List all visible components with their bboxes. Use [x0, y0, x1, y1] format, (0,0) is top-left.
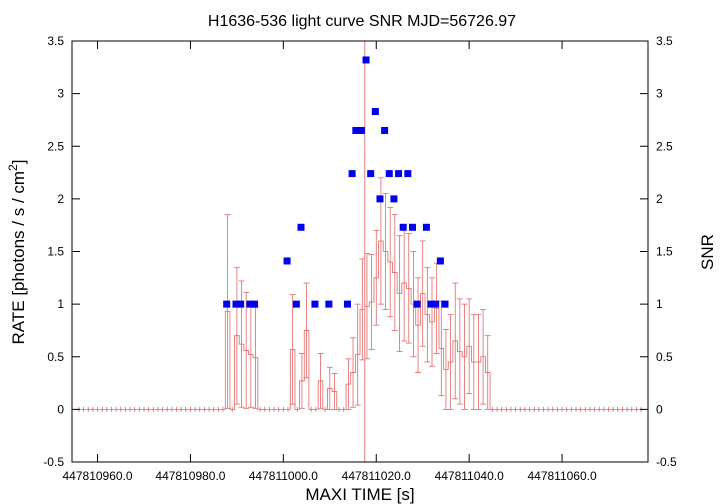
rate-point — [419, 240, 426, 347]
rate-point — [461, 303, 468, 410]
rate-point — [345, 358, 352, 410]
y-tick-label-right: 2.5 — [656, 139, 673, 153]
rate-point — [391, 214, 398, 331]
rate-point — [368, 254, 375, 350]
y-axis-label-left-main: RATE [photons / s / cm — [9, 171, 28, 345]
y-tick-label-right: 1 — [656, 297, 663, 311]
snr-point — [395, 170, 403, 178]
snr-point — [408, 223, 416, 231]
snr-point — [348, 170, 356, 178]
y-tick-label-right: 3 — [656, 87, 663, 101]
snr-point — [381, 126, 389, 134]
y-tick-label-left: 3 — [57, 87, 64, 101]
rate-point — [429, 277, 435, 367]
x-tick-label: 447811040.0 — [435, 469, 505, 483]
rate-point — [415, 277, 422, 373]
snr-point — [362, 56, 370, 64]
rate-point — [387, 206, 394, 318]
rate-point — [480, 308, 487, 405]
snr-point — [427, 300, 435, 308]
rate-point — [396, 235, 403, 352]
rate-point — [303, 282, 310, 379]
rate-point — [382, 193, 389, 310]
x-tick-label: 447810980.0 — [155, 469, 225, 483]
rate-point — [410, 251, 417, 358]
y-axis-label-left-superscript: 2 — [6, 164, 20, 171]
y-tick-label-left: 3.5 — [47, 34, 64, 48]
x-tick-label: 447811000.0 — [249, 469, 319, 483]
snr-point — [390, 195, 398, 203]
x-axis-label: MAXI TIME [s] — [305, 485, 414, 504]
rate-point — [233, 266, 240, 405]
rate-point — [475, 314, 482, 410]
rate-point — [452, 282, 459, 400]
snr-point — [325, 300, 333, 308]
snr-point — [292, 300, 300, 308]
y-tick-label-right: 0.5 — [656, 350, 673, 364]
rate-step-line — [76, 240, 644, 410]
rate-point — [354, 303, 361, 406]
rate-point — [405, 233, 412, 344]
rate-point — [331, 373, 338, 410]
snr-point — [357, 126, 365, 134]
y-tick-label-left: 2.5 — [47, 139, 64, 153]
chart-title: H1636-536 light curve SNR MJD=56726.97 — [208, 13, 516, 30]
x-tick-label: 447810960.0 — [63, 469, 133, 483]
rate-point — [243, 292, 250, 409]
snr-point — [343, 300, 351, 308]
y-tick-label-left: 2 — [57, 192, 64, 206]
y-tick-label-left: 0 — [57, 402, 64, 416]
snr-point — [422, 223, 430, 231]
y-tick-label-left: 1 — [57, 297, 64, 311]
snr-point — [399, 223, 407, 231]
snr-point — [246, 300, 254, 308]
x-tick-label: 447811020.0 — [342, 469, 412, 483]
snr-point — [232, 300, 240, 308]
snr-point — [367, 170, 375, 178]
y-tick-label-right: 3.5 — [656, 34, 673, 48]
snr-point — [432, 300, 440, 308]
snr-point — [385, 170, 393, 178]
plot-frame — [71, 40, 649, 463]
snr-point — [404, 170, 412, 178]
snr-point — [311, 300, 319, 308]
plot-layer — [76, 41, 644, 462]
y-tick-label-right: 1.5 — [656, 245, 673, 259]
snr-point — [297, 223, 305, 231]
y-axis-label-left-end: ] — [9, 160, 28, 165]
rate-point — [466, 298, 473, 394]
snr-point — [441, 300, 449, 308]
rate-point — [317, 353, 324, 409]
rate-point — [224, 214, 231, 409]
y-tick-label-right: 2 — [656, 192, 663, 206]
y-tick-label-left: 0.5 — [47, 350, 64, 364]
snr-point — [223, 300, 231, 308]
y-tick-label-left: 1.5 — [47, 245, 64, 259]
y-axis-label-left: RATE [photons / s / cm2] — [6, 160, 28, 345]
rate-point — [424, 266, 431, 363]
snr-point — [283, 257, 291, 265]
y-axis-label-right: SNR — [698, 234, 717, 270]
rate-point — [298, 353, 305, 409]
snr-point — [352, 126, 360, 134]
y-tick-label-left: -0.5 — [43, 455, 64, 469]
snr-point — [413, 300, 421, 308]
rate-point — [456, 298, 463, 405]
rate-point — [373, 230, 380, 326]
y-tick-label-right: 0 — [656, 402, 663, 416]
rate-point — [484, 335, 491, 410]
rate-point — [350, 337, 357, 408]
axis-layer: -0.5 -0.5 0 0 0.5 0.5 1 1 1.5 1.5 2 2 2.5 2.5 3 3 3.5 3.5… — [43, 34, 677, 483]
snr-point — [237, 300, 245, 308]
snr-point — [436, 257, 444, 265]
snr-point — [376, 195, 384, 203]
snr-point — [371, 108, 379, 116]
rate-point — [447, 314, 454, 410]
y-tick-label-right: -0.5 — [656, 455, 677, 469]
rate-point — [289, 294, 296, 405]
snr-point — [251, 300, 259, 308]
x-tick-label: 447811060.0 — [527, 469, 597, 483]
